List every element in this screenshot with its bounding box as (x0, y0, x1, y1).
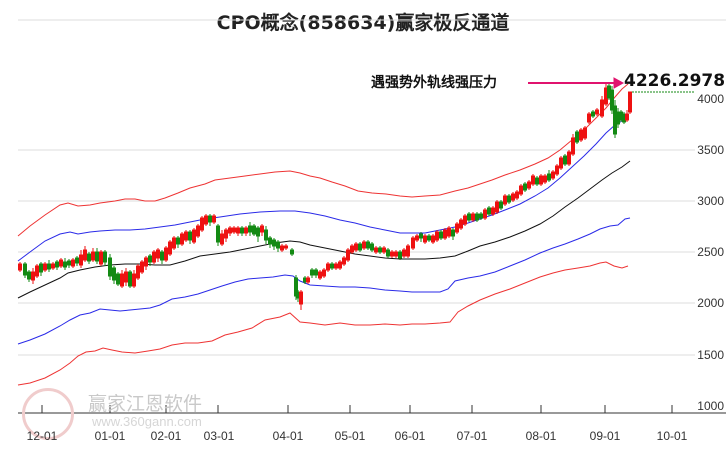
middle-line (17, 160, 631, 299)
x-axis (18, 405, 726, 414)
annotation-arrow (528, 77, 625, 89)
x-tick-label: 02-01 (150, 429, 182, 443)
x-tick-label: 07-01 (456, 429, 488, 443)
x-tick-label: 04-01 (272, 429, 304, 443)
y-tick-label: 1000 (697, 399, 724, 413)
y-tick-label: 3500 (697, 143, 724, 157)
watermark-url: www.360gann.com (92, 414, 202, 429)
outer-upper-band (17, 83, 629, 237)
outer-lower-band (17, 261, 629, 386)
x-tick-label: 06-01 (394, 429, 426, 443)
x-tick-label: 05-01 (334, 429, 366, 443)
inner-lower-band (17, 217, 631, 345)
inner-upper-band (17, 116, 629, 262)
x-tick-label: 09-01 (589, 429, 621, 443)
y-tick-label: 2500 (697, 245, 724, 259)
x-tick-label: 01-01 (94, 429, 126, 443)
x-tick-label: 12-01 (26, 429, 58, 443)
candlesticks (18, 84, 632, 310)
x-tick-label: 10-01 (656, 429, 688, 443)
y-tick-label: 1500 (697, 348, 724, 362)
watermark-brand: 赢家江恩软件 (88, 393, 203, 415)
watermark-logo-icon (22, 388, 74, 440)
annotation-text: 遇强势外轨线强压力 (371, 75, 497, 91)
y-tick-label: 3000 (697, 194, 724, 208)
y-tick-label: 2000 (697, 296, 724, 310)
chart-title: CPO概念(858634)赢家极反通道 (216, 12, 510, 34)
y-tick-label: 4000 (697, 92, 724, 106)
gridlines (18, 19, 726, 356)
x-tick-label: 08-01 (525, 429, 557, 443)
annotation-value: 4226.2978 (624, 71, 726, 91)
x-tick-label: 03-01 (203, 429, 235, 443)
